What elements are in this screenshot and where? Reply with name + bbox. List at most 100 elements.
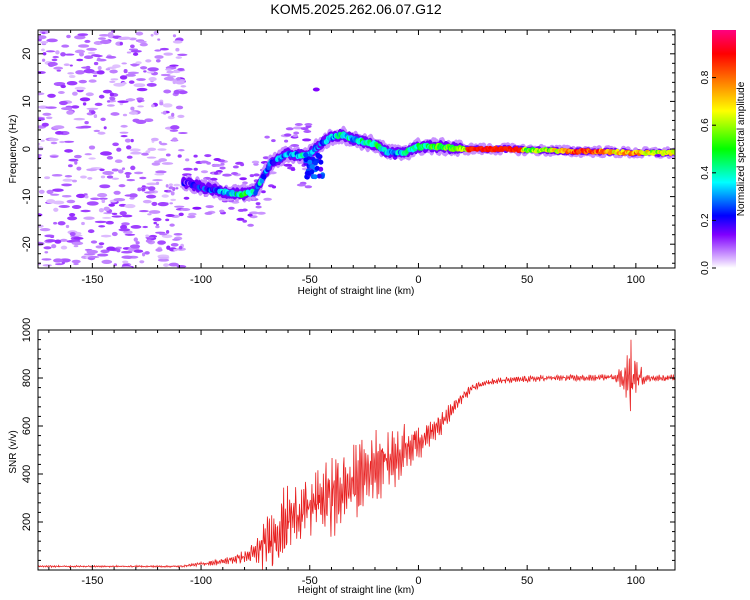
noise-speckle: [183, 196, 190, 200]
noise-speckle: [151, 137, 159, 142]
noise-speckle: [73, 236, 84, 240]
noise-speckle: [172, 80, 177, 85]
noise-speckle: [41, 58, 46, 62]
noise-speckle: [119, 41, 123, 46]
noise-speckle: [211, 163, 222, 167]
noise-speckle: [292, 134, 298, 138]
noise-speckle: [139, 42, 148, 47]
noise-speckle: [105, 55, 117, 59]
noise-speckle: [168, 183, 173, 187]
noise-speckle: [157, 240, 166, 245]
noise-speckle: [66, 110, 74, 115]
noise-speckle: [90, 110, 96, 115]
noise-speckle: [46, 189, 54, 195]
noise-speckle: [123, 69, 128, 74]
noise-speckle: [148, 77, 157, 82]
ridge-tail: [318, 159, 324, 165]
colorbar-tick-label: 0.6: [700, 118, 711, 132]
noise-speckle: [260, 190, 266, 194]
noise-speckle: [193, 154, 198, 158]
noise-speckle: [86, 47, 98, 51]
noise-speckle: [159, 101, 164, 106]
noise-speckle: [81, 221, 85, 226]
ridge-tail: [312, 174, 318, 180]
noise-speckle: [151, 104, 155, 108]
noise-speckle: [129, 148, 141, 152]
x-tick-label: 0: [415, 274, 421, 286]
noise-speckle: [170, 125, 180, 130]
noise-speckle: [83, 55, 94, 60]
noise-speckle: [49, 155, 59, 158]
noise-speckle: [53, 66, 64, 70]
y-tick-label: 0: [21, 146, 33, 152]
ridge-tail: [307, 159, 313, 165]
noise-speckle: [262, 156, 270, 160]
noise-speckle: [98, 225, 106, 228]
noise-speckle: [50, 141, 58, 145]
ridge-tail: [315, 152, 321, 158]
noise-speckle: [118, 184, 126, 188]
noise-speckle: [255, 202, 261, 206]
noise-speckle: [146, 182, 158, 186]
noise-speckle: [109, 92, 115, 97]
noise-speckle: [74, 160, 78, 165]
noise-speckle: [213, 171, 219, 175]
noise-speckle: [106, 104, 115, 107]
noise-speckle: [127, 98, 134, 102]
noise-speckle: [68, 74, 76, 79]
noise-speckle: [151, 162, 161, 166]
noise-speckle: [141, 185, 146, 188]
noise-speckle: [42, 264, 52, 267]
noise-speckle: [128, 111, 138, 115]
noise-speckle: [177, 154, 182, 158]
noise-speckle: [53, 258, 63, 263]
noise-speckle: [59, 100, 68, 106]
noise-speckle: [126, 51, 132, 54]
noise-speckle: [236, 217, 245, 221]
noise-speckle: [112, 142, 119, 147]
noise-speckle: [127, 71, 140, 75]
noise-speckle: [121, 167, 126, 171]
noise-speckle: [76, 193, 86, 199]
y-tick-label: -20: [21, 236, 33, 252]
noise-speckle: [84, 39, 91, 43]
noise-speckle: [98, 94, 105, 99]
noise-speckle: [94, 220, 107, 224]
noise-speckle: [111, 215, 123, 218]
noise-speckle: [247, 223, 254, 227]
y-tick-label: 1000: [21, 318, 33, 342]
noise-speckle: [129, 244, 141, 249]
noise-speckle: [172, 34, 177, 38]
noise-speckle: [160, 73, 171, 77]
noise-speckle: [145, 234, 150, 238]
noise-speckle: [171, 112, 175, 117]
noise-speckle: [91, 54, 101, 57]
noise-speckle: [38, 142, 41, 146]
noise-speckle: [177, 67, 185, 71]
noise-speckle: [62, 178, 73, 182]
noise-speckle: [145, 150, 151, 154]
noise-speckle: [45, 106, 57, 109]
noise-speckle: [161, 194, 169, 198]
noise-speckle: [119, 75, 128, 80]
noise-speckle: [59, 140, 66, 144]
noise-speckle: [133, 83, 146, 88]
ridge-tail: [309, 169, 315, 175]
noise-speckle: [169, 64, 179, 67]
noise-speckle: [178, 149, 185, 152]
noise-speckle: [220, 162, 225, 166]
noise-speckle: [165, 68, 173, 71]
noise-speckle: [145, 239, 153, 243]
noise-speckle: [79, 97, 91, 102]
noise-speckle: [113, 198, 126, 202]
noise-speckle: [213, 158, 221, 161]
noise-speckle: [148, 210, 161, 214]
noise-speckle: [42, 112, 52, 116]
noise-speckle: [48, 137, 59, 142]
noise-speckle: [73, 244, 79, 248]
x-tick-label: 50: [521, 575, 533, 587]
noise-speckle: [255, 205, 262, 209]
y-tick-label: -10: [21, 189, 33, 205]
